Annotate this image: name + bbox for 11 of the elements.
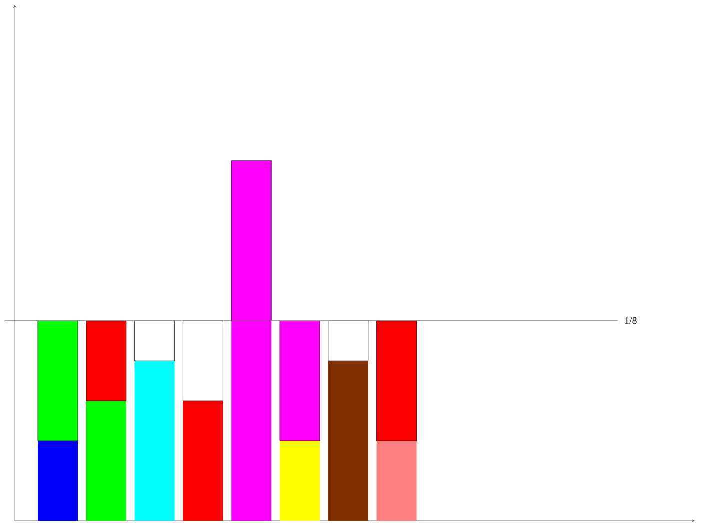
bar xyxy=(134,361,175,521)
bar xyxy=(134,320,176,362)
bar xyxy=(183,320,224,402)
ref-line-label: 1/8 xyxy=(625,317,637,324)
bar xyxy=(280,441,320,521)
bar xyxy=(38,441,78,521)
bar xyxy=(86,401,126,521)
bar xyxy=(328,320,369,362)
bar xyxy=(183,401,224,521)
bar xyxy=(376,441,417,521)
bar xyxy=(328,361,368,521)
